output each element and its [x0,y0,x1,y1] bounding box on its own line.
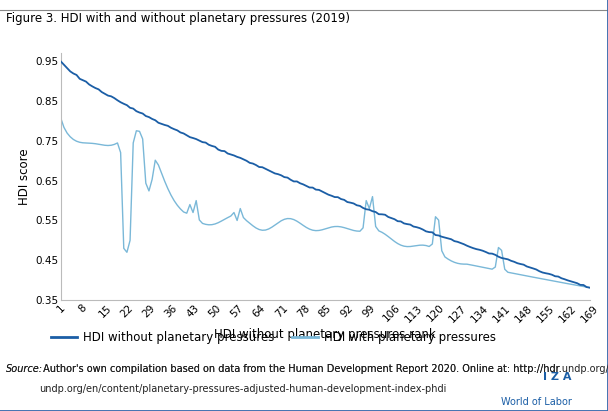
Line: HDI with planetary pressures: HDI with planetary pressures [61,118,590,288]
Text: Figure 3. HDI with and without planetary pressures (2019): Figure 3. HDI with and without planetary… [6,12,350,25]
HDI with planetary pressures [561,281,568,286]
HDI without planetary pressures [561,277,568,282]
Text: undp.org/en/content/planetary-pressures-adjusted-human-development-index-phdi: undp.org/en/content/planetary-pressures-… [40,384,447,394]
Text: Author's own compilation based on data from the Human Development Report 2020. O: Author's own compilation based on data f… [40,364,561,374]
HDI without planetary pressures [199,140,206,145]
HDI with planetary pressures [508,270,515,275]
Y-axis label: HDI score: HDI score [18,148,31,205]
HDI without planetary pressures [479,248,486,253]
HDI with planetary pressures [586,285,593,290]
HDI with planetary pressures [57,116,64,121]
HDI with planetary pressures [479,265,486,270]
Text: I Z A: I Z A [543,372,572,382]
HDI without planetary pressures [586,285,593,290]
X-axis label: HDI without planetary pressures rank: HDI without planetary pressures rank [215,328,436,341]
Line: HDI without planetary pressures: HDI without planetary pressures [61,61,590,288]
HDI with planetary pressures [199,221,206,226]
Text: Source:: Source: [6,364,43,374]
HDI without planetary pressures [265,168,272,173]
Text: World of Labor: World of Labor [500,397,572,407]
HDI with planetary pressures [469,263,477,268]
Text: Author's own compilation based on data from the Human Development Report 2020. O: Author's own compilation based on data f… [40,364,608,374]
HDI without planetary pressures [469,246,477,251]
HDI with planetary pressures [265,226,272,231]
HDI without planetary pressures [57,59,64,64]
Legend: HDI without planetary pressures, HDI with planetary pressures: HDI without planetary pressures, HDI wit… [46,326,501,349]
Text: Source:: Source: [6,364,43,374]
HDI without planetary pressures [508,259,515,263]
